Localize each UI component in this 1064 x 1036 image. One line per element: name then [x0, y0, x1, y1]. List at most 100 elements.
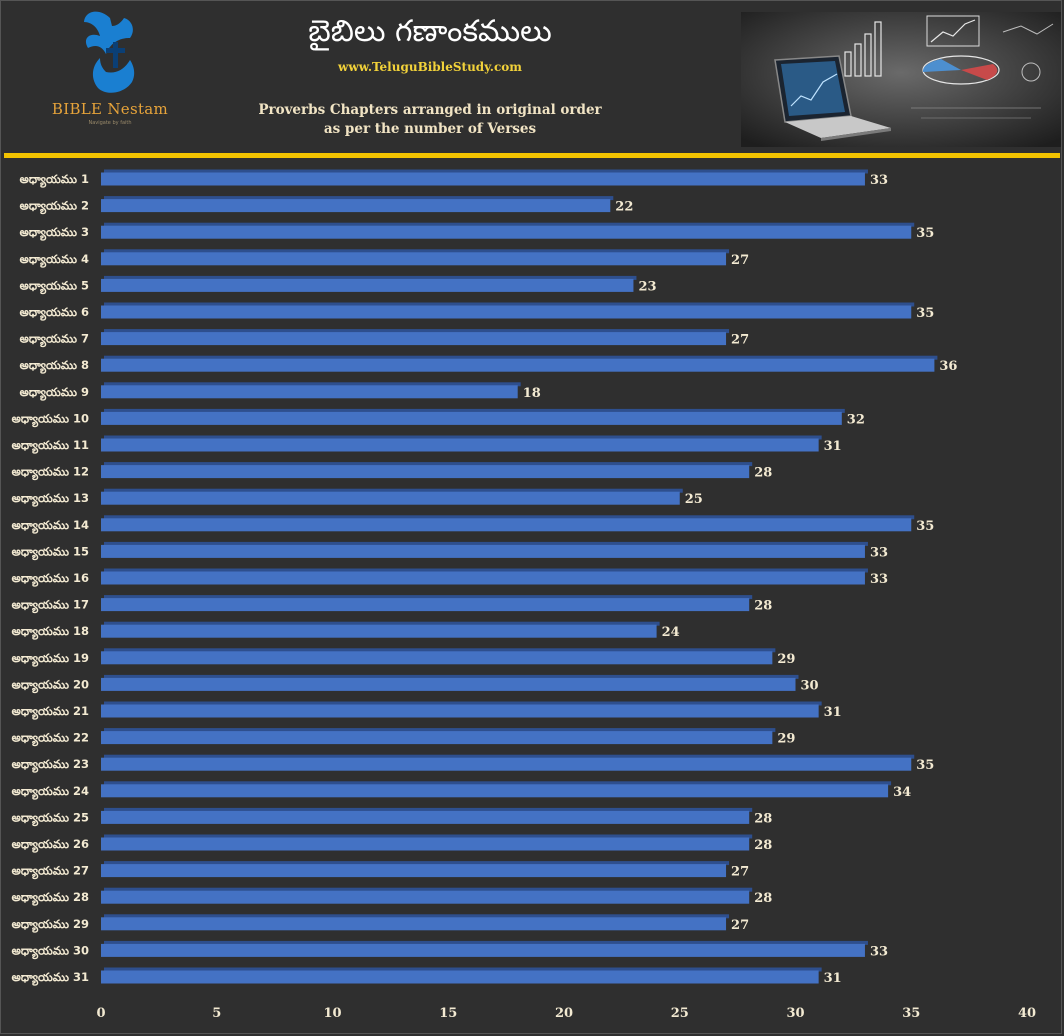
- value-label: 33: [870, 545, 888, 560]
- bar-face: [101, 890, 750, 904]
- value-label: 29: [777, 732, 795, 747]
- bar-top-face: [104, 515, 915, 520]
- bar-face: [101, 518, 912, 532]
- bar-face: [101, 252, 727, 266]
- value-label: 27: [731, 333, 749, 348]
- header-divider: [4, 153, 1060, 158]
- value-label: 27: [731, 253, 749, 268]
- bar-23: [101, 754, 915, 771]
- logo-tagline: Navigate by faith: [88, 120, 132, 126]
- bar-face: [101, 305, 912, 319]
- value-label: 33: [870, 173, 888, 188]
- value-label: 36: [939, 359, 957, 374]
- value-label: 22: [615, 200, 633, 215]
- bar-6: [101, 302, 915, 319]
- category-label: అధ్యాయము 14: [12, 518, 89, 534]
- bar-top-face: [104, 807, 753, 812]
- category-label: అధ్యాయము 10: [12, 411, 89, 427]
- bar-face: [101, 864, 727, 878]
- value-label: 30: [801, 678, 819, 693]
- bar-top-face: [104, 355, 938, 360]
- bar-face: [101, 438, 819, 452]
- bar-face: [101, 491, 680, 505]
- value-label: 33: [870, 572, 888, 587]
- bar-top-face: [104, 967, 822, 972]
- bar-face: [101, 810, 750, 824]
- value-label: 35: [916, 226, 934, 241]
- bar-top-face: [104, 595, 753, 600]
- category-label: అధ్యాయము 28: [12, 890, 89, 906]
- value-label: 24: [662, 625, 680, 640]
- category-label: అధ్యాయము 8: [20, 358, 89, 374]
- bar-17: [101, 595, 753, 612]
- bar-top-face: [104, 674, 799, 679]
- bar-top-face: [104, 834, 753, 839]
- bar-3: [101, 222, 915, 239]
- bar-face: [101, 943, 865, 957]
- bar-face: [101, 358, 935, 372]
- value-label: 35: [916, 519, 934, 534]
- bar-face: [101, 199, 611, 213]
- category-label: అధ్యాయము 23: [12, 757, 89, 773]
- x-tick-label: 25: [671, 1006, 689, 1021]
- bar-24: [101, 781, 892, 798]
- bar-8: [101, 355, 938, 372]
- bar-top-face: [104, 781, 892, 786]
- value-label: 25: [685, 492, 703, 507]
- category-label: అధ్యాయము 21: [12, 704, 89, 720]
- value-label: 28: [754, 466, 772, 481]
- category-label: అధ్యాయము 13: [12, 491, 89, 507]
- category-label: అధ్యాయము 11: [12, 438, 89, 454]
- value-label: 23: [638, 279, 656, 294]
- category-label: అధ్యాయము 19: [12, 651, 89, 667]
- bar-top-face: [104, 940, 868, 945]
- bar-top-face: [104, 249, 730, 254]
- bar-20: [101, 674, 799, 691]
- category-label: అధ్యాయము 3: [20, 225, 89, 241]
- bars-layer: [101, 169, 938, 984]
- bar-face: [101, 465, 750, 479]
- value-label: 31: [824, 439, 842, 454]
- bar-25: [101, 807, 753, 824]
- x-tick-label: 40: [1018, 1006, 1036, 1021]
- bar-12: [101, 462, 753, 479]
- bar-7: [101, 329, 730, 346]
- value-label: 33: [870, 944, 888, 959]
- bar-31: [101, 967, 822, 984]
- bible-nestam-logo: BIBLE Nestam Navigate by faith: [40, 8, 190, 126]
- bar-4: [101, 249, 730, 266]
- category-label: అధ్యాయము 30: [12, 943, 89, 959]
- value-label: 18: [523, 386, 541, 401]
- bar-top-face: [104, 222, 915, 227]
- bar-top-face: [104, 728, 776, 733]
- category-label: అధ్యాయము 25: [12, 810, 89, 826]
- category-label: అధ్యాయము 16: [12, 571, 89, 587]
- bar-top-face: [104, 861, 730, 866]
- bar-14: [101, 515, 915, 532]
- logo-name: BIBLE Nestam: [51, 100, 169, 118]
- x-tick-label: 20: [555, 1006, 573, 1021]
- bar-10: [101, 408, 845, 425]
- value-labels: 33 22 35 27 23 35 27 36 18 32 31 28 25 35 33 33 28 24 29 30…: [523, 173, 958, 986]
- bar-22: [101, 728, 776, 745]
- website-link[interactable]: www.TeluguBibleStudy.com: [338, 60, 522, 74]
- value-label: 34: [893, 785, 911, 800]
- bar-face: [101, 544, 865, 558]
- x-tick-label: 10: [323, 1006, 341, 1021]
- bar-top-face: [104, 648, 776, 653]
- bar-top-face: [104, 382, 521, 387]
- category-label: అధ్యాయము 22: [12, 731, 89, 747]
- bar-13: [101, 488, 683, 505]
- bar-26: [101, 834, 753, 851]
- bar-face: [101, 624, 657, 638]
- bar-face: [101, 651, 773, 665]
- category-label: అధ్యాయము 6: [20, 305, 89, 321]
- bar-face: [101, 837, 750, 851]
- bar-top-face: [104, 568, 868, 573]
- bar-top-face: [104, 196, 614, 201]
- bar-27: [101, 861, 730, 878]
- bar-face: [101, 731, 773, 745]
- bar-18: [101, 621, 660, 638]
